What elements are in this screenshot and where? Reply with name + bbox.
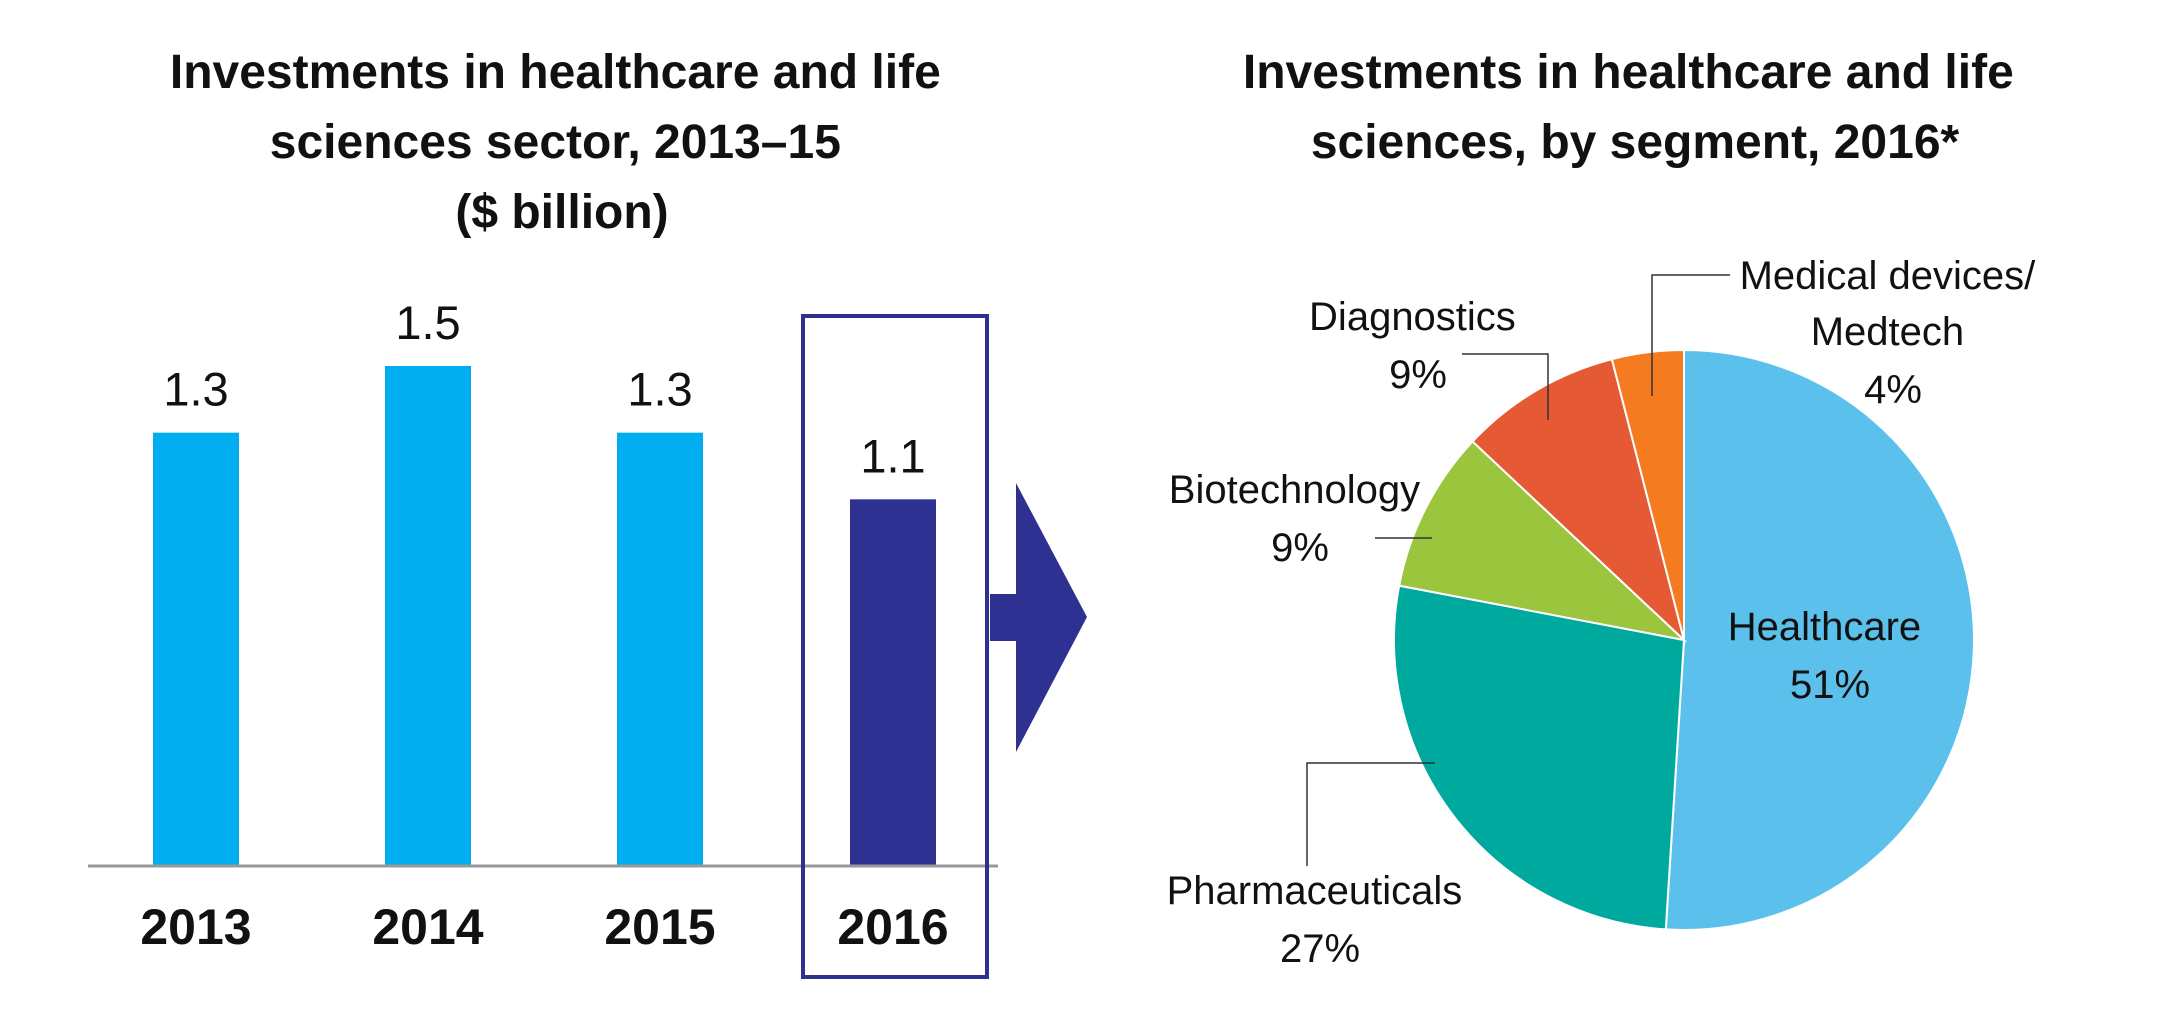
bar-value-label-2014: 1.5 bbox=[395, 296, 460, 349]
pie-slice-medical-devices bbox=[1610, 348, 1685, 641]
slice-pct-biotechnology: 9% bbox=[1271, 526, 1329, 570]
bar-2016 bbox=[850, 499, 936, 866]
bar-2015 bbox=[617, 432, 703, 866]
pie-slice-pharmaceuticals bbox=[1393, 584, 1686, 931]
bar-value-label-2015: 1.3 bbox=[627, 363, 692, 416]
slice-label-medical-devices: Medical devices/ Medtech 4% bbox=[1740, 254, 2047, 412]
pie-slices bbox=[1393, 348, 1975, 931]
bar-chart-title-line-2: sciences sector, 2013–15 bbox=[270, 116, 841, 169]
slice-label-diagnostics: Diagnostics 9% bbox=[1309, 295, 1527, 397]
bar-chart-title-line-3: ($ billion) bbox=[455, 186, 668, 239]
arrow-icon bbox=[990, 483, 1087, 752]
slice-label-healthcare: Healthcare 51% bbox=[1728, 605, 1933, 707]
bar-value-label-2016: 1.1 bbox=[860, 429, 925, 482]
slice-name-medical-devices-line-1: Medical devices/ bbox=[1740, 254, 2037, 298]
slice-name-diagnostics: Diagnostics bbox=[1309, 295, 1516, 339]
bar-chart: Investments in healthcare and life scien… bbox=[88, 46, 1087, 979]
slice-label-pharmaceuticals: Pharmaceuticals 27% bbox=[1167, 869, 1474, 971]
x-tick-label-2015: 2015 bbox=[604, 899, 715, 955]
x-tick-label-2014: 2014 bbox=[372, 899, 483, 955]
x-tick-label-2013: 2013 bbox=[140, 899, 251, 955]
bar-2013 bbox=[153, 432, 239, 866]
pie-chart-title-line-1: Investments in healthcare and life bbox=[1243, 46, 2014, 99]
highlight-box-2016 bbox=[801, 314, 989, 979]
pie-chart: Investments in healthcare and life scien… bbox=[1167, 46, 2047, 971]
pie-slice-biotechnology bbox=[1397, 440, 1688, 642]
bar-2014 bbox=[385, 366, 471, 866]
bar-value-label-2013: 1.3 bbox=[163, 363, 228, 416]
slice-pct-healthcare: 51% bbox=[1790, 663, 1870, 707]
leader-line-diagnostics bbox=[1462, 353, 1549, 420]
pie-slice-healthcare bbox=[1664, 348, 1975, 931]
pie-chart-title: Investments in healthcare and life scien… bbox=[1243, 46, 2027, 169]
pie-slice-diagnostics bbox=[1471, 357, 1686, 644]
slice-pct-diagnostics: 9% bbox=[1389, 353, 1447, 397]
bar-chart-title: Investments in healthcare and life scien… bbox=[170, 46, 954, 239]
slice-pct-medical-devices: 4% bbox=[1864, 368, 1922, 412]
bar-series: 1.3 2013 1.5 2014 1.3 2015 1.1 2016 bbox=[140, 296, 948, 955]
slice-name-healthcare: Healthcare bbox=[1728, 605, 1921, 649]
slice-pct-pharmaceuticals: 27% bbox=[1280, 927, 1360, 971]
x-tick-label-2016: 2016 bbox=[837, 899, 948, 955]
slice-name-biotechnology: Biotechnology bbox=[1169, 468, 1420, 512]
slice-name-medical-devices-line-2: Medtech bbox=[1811, 310, 1964, 354]
pie-chart-title-line-2: sciences, by segment, 2016* bbox=[1311, 116, 1960, 169]
slice-name-pharmaceuticals: Pharmaceuticals bbox=[1167, 869, 1463, 913]
leader-line-medtech bbox=[1651, 274, 1730, 396]
leader-line-pharmaceuticals bbox=[1306, 762, 1435, 866]
slice-label-biotechnology: Biotechnology 9% bbox=[1169, 468, 1431, 570]
bar-chart-title-line-1: Investments in healthcare and life bbox=[170, 46, 941, 99]
